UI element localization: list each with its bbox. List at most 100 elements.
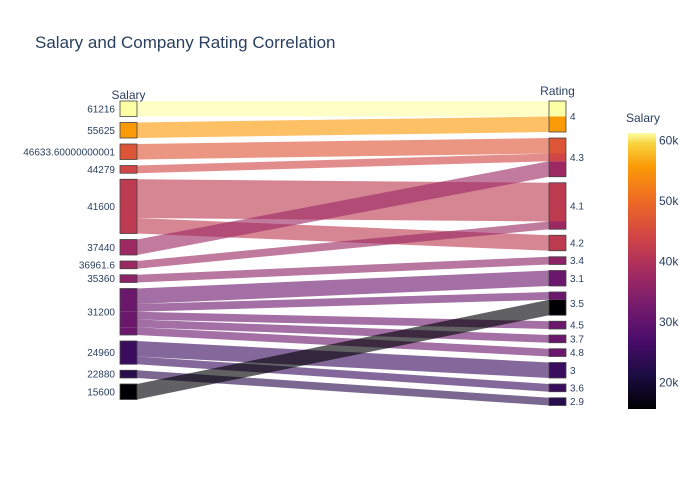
ribbon-37440-to-4.3[interactable] <box>137 161 549 255</box>
rating-bar-segment <box>549 362 566 378</box>
salary-bar-segment <box>120 218 137 234</box>
rating-category-bars: Rating 4 4.3 4.1 4.2 3.4 3.1 3.5 4.5 3.7 4.8 3 3.6 2.… <box>540 84 584 408</box>
salary-category-bar-22880[interactable] <box>119 369 138 379</box>
salary-category-bars: Salary 61216 55625 46633.60000000001 44279 41… <box>23 88 146 400</box>
rating-bar-segment <box>549 270 566 286</box>
rating-bar-segment <box>549 221 566 230</box>
ribbon-31200-to-3.7[interactable] <box>137 319 549 343</box>
salary-category-bar-46633.60000000001[interactable] <box>119 143 138 160</box>
ribbon-22880-to-2.9[interactable] <box>137 370 549 406</box>
rating-category-bar-3.6[interactable] <box>548 383 567 393</box>
salary-category-label: 44279 <box>87 165 115 176</box>
salary-category-label: 37440 <box>87 243 115 254</box>
rating-bar-segment <box>549 161 566 177</box>
rating-category-bar-3.4[interactable] <box>548 256 567 265</box>
rating-category-label: 3.6 <box>570 383 584 394</box>
rating-bar-segment <box>549 292 566 300</box>
ribbons-layer <box>137 101 549 406</box>
salary-category-label: 46633.60000000001 <box>23 147 115 158</box>
rating-category-bar-3[interactable] <box>548 362 567 379</box>
salary-bar-segment <box>120 327 137 335</box>
ribbon-36961.6-to-4.1[interactable] <box>137 221 549 269</box>
colorbar-tick-label: 60k <box>659 133 679 147</box>
rating-category-bar-3.7[interactable] <box>548 334 567 344</box>
ribbon-44279-to-4.3[interactable] <box>137 153 549 174</box>
salary-category-bar-37440[interactable] <box>119 239 138 256</box>
salary-dimension-label[interactable]: Salary <box>111 88 145 102</box>
rating-category-bar-4.3[interactable] <box>548 137 567 178</box>
ribbon-35360-to-3.4[interactable] <box>137 256 549 283</box>
rating-dimension-label[interactable]: Rating <box>540 84 575 98</box>
colorbar-tick-label: 50k <box>659 194 679 208</box>
ribbon-46633.60000000001-to-4.3[interactable] <box>137 138 549 160</box>
rating-category-bar-4.8[interactable] <box>548 348 567 357</box>
salary-bar-segment <box>120 122 137 138</box>
rating-bar-segment <box>549 384 566 392</box>
salary-category-bar-41600[interactable] <box>119 178 138 234</box>
salary-category-bar-15600[interactable] <box>119 383 138 400</box>
rating-category-bar-2.9[interactable] <box>548 397 567 406</box>
salary-category-bar-31200[interactable] <box>119 288 138 336</box>
rating-category-bar-4[interactable] <box>548 100 567 133</box>
salary-bar-segment <box>120 384 137 400</box>
salary-bar-segment <box>120 341 137 357</box>
rating-bar-segment <box>549 256 566 265</box>
ribbon-31200-to-3.5[interactable] <box>137 292 549 312</box>
salary-category-bar-55625[interactable] <box>119 122 138 139</box>
rating-category-label: 4.5 <box>570 321 584 332</box>
salary-bar-segment <box>120 370 137 378</box>
salary-bar-segment <box>120 311 137 320</box>
rating-category-label: 2.9 <box>570 397 584 408</box>
rating-category-bar-4.5[interactable] <box>548 320 567 330</box>
ribbon-55625-to-4[interactable] <box>137 116 549 139</box>
rating-bar-segment <box>549 182 566 222</box>
salary-category-label: 36961.6 <box>79 260 116 271</box>
salary-bar-segment <box>120 319 137 328</box>
rating-category-label: 3.5 <box>570 299 584 310</box>
rating-category-bar-3.1[interactable] <box>548 270 567 287</box>
salary-category-bar-24960[interactable] <box>119 340 138 365</box>
ribbon-61216-to-4[interactable] <box>137 101 549 117</box>
rating-category-label: 3 <box>570 366 576 377</box>
salary-category-label: 41600 <box>87 202 115 213</box>
rating-category-bar-4.1[interactable] <box>548 182 567 230</box>
colorbar-tick-label: 20k <box>659 375 679 389</box>
salary-category-label: 61216 <box>87 104 115 115</box>
rating-bar-segment <box>549 299 566 316</box>
salary-category-label: 55625 <box>87 126 115 137</box>
salary-category-bar-35360[interactable] <box>119 274 138 283</box>
salary-bar-segment <box>120 101 137 117</box>
salary-category-label: 24960 <box>87 348 115 359</box>
salary-bar-segment <box>120 144 137 160</box>
rating-bar-segment <box>549 153 566 162</box>
rating-bar-segment <box>549 116 566 132</box>
colorbar: Salary 60k 50k 40k 30k 20k <box>626 111 679 409</box>
salary-bar-segment <box>120 239 137 255</box>
rating-bar-segment <box>549 138 566 154</box>
salary-category-bar-36961.6[interactable] <box>119 260 138 270</box>
rating-category-label: 4.3 <box>570 153 584 164</box>
salary-category-label: 31200 <box>87 307 115 318</box>
salary-bar-segment <box>120 288 137 304</box>
ribbon-31200-to-3.1[interactable] <box>137 270 549 305</box>
rating-category-bar-4.2[interactable] <box>548 234 567 252</box>
salary-bar-segment <box>120 179 137 218</box>
rating-category-label: 4 <box>570 112 576 123</box>
salary-category-bar-44279[interactable] <box>119 165 138 174</box>
ribbon-24960-to-3[interactable] <box>137 341 549 378</box>
rating-category-label: 3.4 <box>570 256 584 267</box>
rating-bar-segment <box>549 235 566 251</box>
rating-bar-segment <box>549 321 566 329</box>
rating-bar-segment <box>549 335 566 343</box>
salary-category-bar-61216[interactable] <box>119 100 138 117</box>
salary-bar-segment <box>120 165 137 174</box>
salary-bar-segment <box>120 304 137 312</box>
rating-category-label: 3.1 <box>570 274 584 285</box>
colorbar-tick-label: 30k <box>659 315 679 329</box>
rating-category-label: 4.8 <box>570 348 584 359</box>
rating-category-label: 4.1 <box>570 202 584 213</box>
ribbon-15600-to-3.5[interactable] <box>137 299 549 400</box>
rating-category-bar-3.5[interactable] <box>548 291 567 316</box>
salary-category-label: 35360 <box>87 274 115 285</box>
